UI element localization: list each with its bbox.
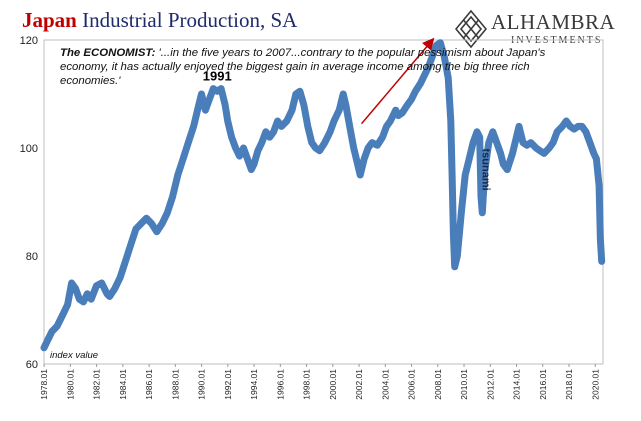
x-tick-label: 1996.01 xyxy=(275,369,285,400)
x-tick-label: 1982.01 xyxy=(92,369,102,400)
economist-quote: The ECONOMIST: '...in the five years to … xyxy=(60,47,546,87)
series-line xyxy=(40,39,606,352)
chart-title-rest: Industrial Production, SA xyxy=(82,8,298,32)
annotation-arrow xyxy=(360,37,435,125)
plot-area-border xyxy=(43,39,604,365)
annotation-tsunami: tsunami xyxy=(479,149,491,191)
x-tick-label: 2004.01 xyxy=(380,369,390,400)
diamond-lattice-icon xyxy=(455,10,487,48)
x-tick-label: 2000.01 xyxy=(328,369,338,400)
x-tick-label: 2014.01 xyxy=(512,369,522,400)
y-axis: 60 80 100 120 xyxy=(20,35,38,371)
y-tick-label: 60 xyxy=(26,359,38,371)
x-tick-label: 2008.01 xyxy=(433,369,443,400)
x-tick-label: 2010.01 xyxy=(459,369,469,400)
x-tick-label: 1986.01 xyxy=(144,369,154,400)
x-tick-label: 1992.01 xyxy=(223,369,233,400)
y-tick-label: 100 xyxy=(20,143,38,155)
chart-title: Japan Industrial Production, SA xyxy=(22,8,297,33)
x-tick-label: 2020.01 xyxy=(590,369,600,400)
x-tick-label: 2012.01 xyxy=(485,369,495,400)
logo-brand: ALHAMBRA xyxy=(491,10,616,34)
x-tick-label: 1988.01 xyxy=(170,369,180,400)
x-tick-label: 2016.01 xyxy=(538,369,548,400)
x-tick-label: 1998.01 xyxy=(302,369,312,400)
y-axis-label: index value xyxy=(50,350,98,361)
x-tick-label: 1990.01 xyxy=(197,369,207,400)
x-tick-label: 1994.01 xyxy=(249,369,259,400)
x-axis: 1978.01 1980.01 1982.01 1984.01 1986.01 1988.… xyxy=(39,364,600,400)
x-tick-label: 2006.01 xyxy=(407,369,417,400)
quote-text: '...in the five years to 2007...contrary… xyxy=(60,47,546,87)
x-tick-label: 1984.01 xyxy=(118,369,128,400)
y-tick-label: 80 xyxy=(26,251,38,263)
x-tick-label: 1980.01 xyxy=(65,369,75,400)
x-tick-label: 2018.01 xyxy=(564,369,574,400)
quote-source: The ECONOMIST xyxy=(60,47,152,59)
y-tick-label: 120 xyxy=(20,35,38,47)
annotation-1991: 1991 xyxy=(203,69,232,84)
chart-title-country: Japan xyxy=(22,8,77,32)
x-tick-label: 2002.01 xyxy=(354,369,364,400)
x-tick-label: 1978.01 xyxy=(39,369,49,400)
